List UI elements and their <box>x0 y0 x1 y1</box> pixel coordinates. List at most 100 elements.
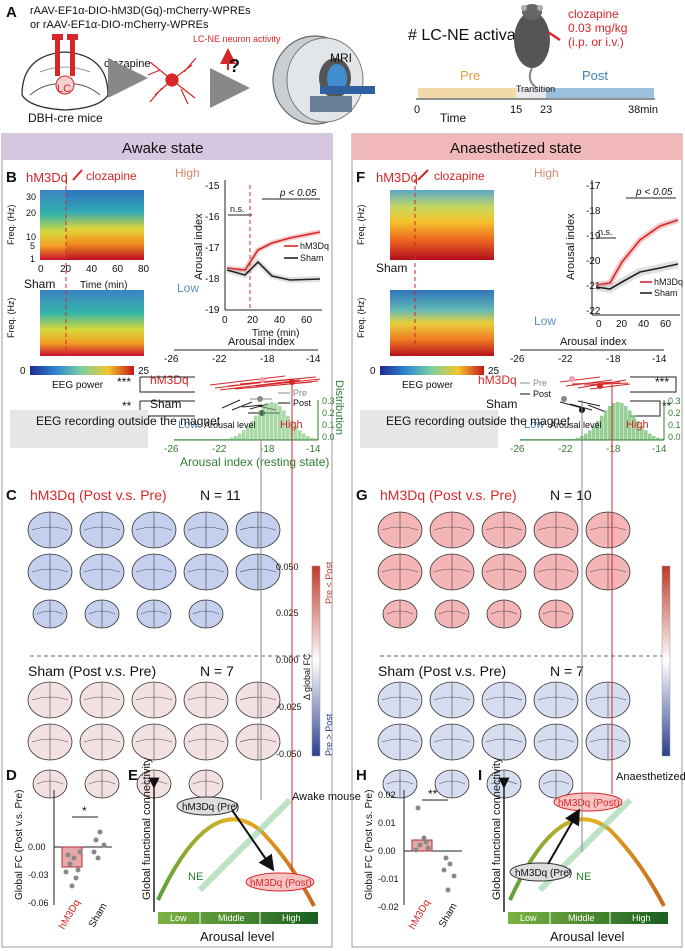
post-label: Post <box>582 68 608 83</box>
e-mouse-label: Awake mouse <box>292 791 361 803</box>
g-sham-brain-maps <box>377 681 631 799</box>
time-axis-label: Time <box>440 111 467 125</box>
i-xlabel: Arousal level <box>550 929 625 944</box>
b-pre-legend: Pre <box>293 388 307 398</box>
f-ytick-3: -19 <box>586 231 601 242</box>
b-distribution-label: Distribution <box>333 380 345 435</box>
b-post-legend: Post <box>293 398 312 408</box>
c-sham-title: Sham (Post v.s. Pre) <box>28 663 156 679</box>
histogram-bar <box>234 435 238 440</box>
histogram-bar <box>572 438 576 440</box>
b-spectrogram-sham <box>40 290 144 356</box>
f-ns: n.s. <box>598 227 613 237</box>
b-sham-label: Sham <box>24 277 55 291</box>
f-eeg-power: EEG power <box>402 380 454 391</box>
f-hm3dq-label: hM3Dq <box>376 170 418 185</box>
f-sham-line <box>595 263 679 290</box>
panel-h-label: H <box>356 767 367 784</box>
dose-line-2: 0.03 mg/kg <box>568 21 627 35</box>
g-sham-n: N = 7 <box>550 663 584 679</box>
histogram-bar <box>250 421 254 440</box>
mouse-strain: DBH-cre mice <box>28 111 103 125</box>
f-eeg-box-text: EEG recording outside the magnet <box>386 414 571 428</box>
neuron-icon <box>147 57 197 105</box>
f-dtick-22: -22 <box>558 354 573 365</box>
b-freq-tick-20: 20 <box>26 208 36 218</box>
anaes-header: Anaesthetized state <box>450 140 582 157</box>
h-star: ** <box>428 787 438 801</box>
histogram-bar <box>620 403 624 440</box>
d-ytick-2: -0.03 <box>28 870 49 880</box>
d-x-sham: Sham <box>87 901 110 929</box>
panel-a: A rAAV-EF1α-DIO-hM3D(Gq)-mCherry-WPREs o… <box>6 4 658 125</box>
i-curve <box>508 817 666 907</box>
histogram-bar <box>298 430 302 440</box>
i-bar-mid: Middle <box>568 913 595 923</box>
c-sham-n: N = 7 <box>200 663 234 679</box>
d-ytick-1: 0.00 <box>28 842 46 852</box>
histogram-bar <box>310 437 314 440</box>
histogram-bar <box>588 430 592 440</box>
f-low-arrow: Low <box>524 419 544 431</box>
f-ytick-5: -21 <box>586 281 601 292</box>
f-cbar-min: 0 <box>370 366 376 377</box>
f-dtick-26: -26 <box>510 354 525 365</box>
b-dist-ytick-4: 0.0 <box>322 432 335 442</box>
histogram-bar <box>648 433 652 440</box>
f-dtick-18: -18 <box>606 354 621 365</box>
b-clozapine-label: clozapine <box>86 169 137 183</box>
b-freq-label-sham: Freq. (Hz) <box>6 297 16 338</box>
b-dtick-22: -22 <box>212 354 227 365</box>
fc-tick-5: -0.050 <box>276 749 302 759</box>
histogram-bar <box>656 437 660 440</box>
brain-sketch: LC <box>21 34 109 111</box>
panel-i-label: I <box>478 767 482 784</box>
h-ytick-3: 0.00 <box>378 846 396 856</box>
b-xtick-60: 60 <box>301 315 313 326</box>
g-brain-maps <box>377 511 631 629</box>
f-spectrogram-sham <box>390 290 494 356</box>
histogram-bar <box>612 403 616 440</box>
time-tick-15: 15 <box>510 104 522 116</box>
b-rtick-26: -26 <box>164 444 179 455</box>
f-dist-ytick-3: 0.1 <box>668 420 681 430</box>
histogram-bar <box>592 426 596 440</box>
f-stars-sham: ** <box>662 399 672 413</box>
b-rtick-14: -14 <box>306 444 321 455</box>
b-xtick-0: 0 <box>222 315 228 326</box>
histogram-bar <box>230 437 234 440</box>
e-bar-low: Low <box>170 913 187 923</box>
b-freq-tick-10: 10 <box>26 232 36 242</box>
b-high-arrow: High <box>280 419 303 431</box>
b-high: High <box>175 166 200 180</box>
b-ytick-5: -19 <box>205 305 220 316</box>
i-ylabel: Global functional connectivity <box>491 757 503 900</box>
b-resting-label: Arousal index (resting state) <box>180 455 329 469</box>
g-fc-colorbar <box>661 565 671 757</box>
h-x-hm3dq: hM3Dq <box>407 898 433 931</box>
histogram-bar <box>226 438 230 440</box>
transition-label: Transition <box>516 84 555 94</box>
b-xlabel: Time (min) <box>252 328 299 339</box>
f-xtick-20: 20 <box>616 319 628 330</box>
b-ytick-1: -15 <box>205 181 220 192</box>
f-hm3dq-row: hM3Dq <box>478 373 517 387</box>
h-ylabel: Global FC (Post v.s. Pre) <box>364 790 375 900</box>
e-curve <box>156 817 316 907</box>
e-ne: NE <box>188 871 203 883</box>
f-rtick-26: -26 <box>510 444 525 455</box>
f-post-legend: Post <box>533 389 552 399</box>
f-freq-label-sham: Freq. (Hz) <box>356 297 366 338</box>
b-rtick-18: -18 <box>260 444 275 455</box>
d-ytick-3: -0.06 <box>28 898 49 908</box>
histogram-bar <box>302 433 306 440</box>
f-sham-label: Sham <box>376 261 407 275</box>
b-dist-ytick-3: 0.1 <box>322 420 335 430</box>
f-stars-hm3dq: *** <box>655 375 669 389</box>
fc-tick-3: 0.000 <box>276 655 299 665</box>
f-pvalue: p < 0.05 <box>635 187 673 198</box>
i-bar-low: Low <box>520 913 537 923</box>
awake-header: Awake state <box>122 140 203 157</box>
e-xlabel: Arousal level <box>200 929 275 944</box>
